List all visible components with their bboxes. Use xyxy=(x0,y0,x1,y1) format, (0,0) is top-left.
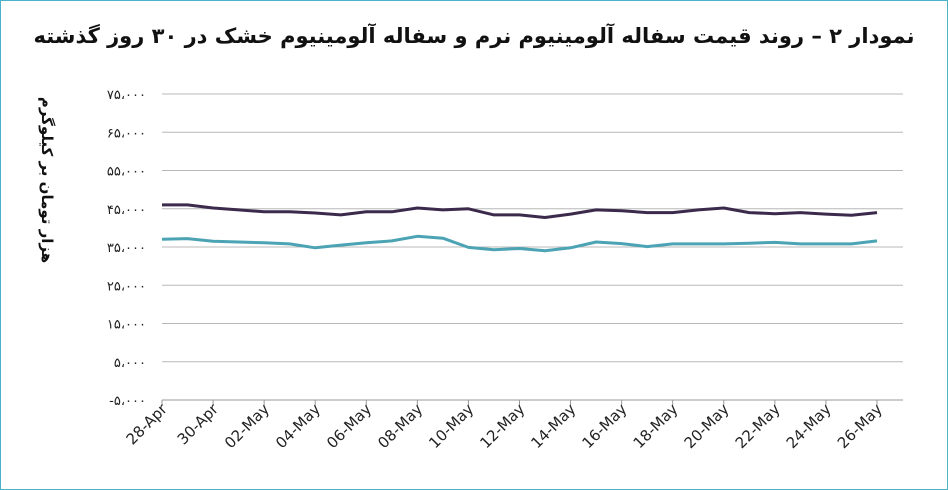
x-tick-label: 24-May xyxy=(783,400,835,452)
grid-lines xyxy=(162,93,903,401)
x-tick-label: 08-May xyxy=(374,400,426,452)
series-lines xyxy=(161,203,878,253)
x-tick-label: 06-May xyxy=(323,400,375,452)
x-tick-label: 18-May xyxy=(630,400,682,452)
series-line-1 xyxy=(162,203,878,219)
chart-title: نمودار ۲ – روند قیمت سفاله آلومینیوم نرم… xyxy=(33,24,915,48)
x-tick-labels: 28-Apr 30-Apr 02-May 04-May 06-May 08-May 10-M… xyxy=(123,400,886,453)
y-tick-label: -۵،۰۰۰ xyxy=(109,394,146,409)
x-tick-label: 16-May xyxy=(578,400,630,452)
y-tick-label: ۶۵،۰۰۰ xyxy=(107,126,146,141)
y-tick-label: ۴۵،۰۰۰ xyxy=(107,203,146,218)
x-tick-label: 12-May xyxy=(476,400,528,452)
y-tick-label: ۳۵،۰۰۰ xyxy=(107,241,146,256)
x-tick-label: 26-May xyxy=(834,400,886,452)
x-tick-label: 14-May xyxy=(527,400,579,452)
y-tick-labels: -۵،۰۰۰ ۵،۰۰۰ ۱۵،۰۰۰ ۲۵،۰۰۰ ۳۵،۰۰۰ ۴۵،۰۰۰ ۵۵،۰۰… xyxy=(107,88,146,409)
x-tick-label: 04-May xyxy=(272,400,324,452)
y-tick-label: ۱۵،۰۰۰ xyxy=(107,318,146,333)
x-tick-label: 30-Apr xyxy=(174,400,223,449)
x-tick-label: 02-May xyxy=(221,400,273,452)
series-line-2 xyxy=(161,234,878,253)
x-tick-label: 22-May xyxy=(732,400,784,452)
y-tick-label: ۲۵،۰۰۰ xyxy=(107,279,146,294)
y-tick-label: ۵۵،۰۰۰ xyxy=(107,165,146,180)
x-tick-label: 10-May xyxy=(425,400,477,452)
y-tick-label: ۷۵،۰۰۰ xyxy=(107,88,146,103)
x-tick-label: 20-May xyxy=(681,400,733,452)
y-tick-label: ۵،۰۰۰ xyxy=(114,356,146,371)
